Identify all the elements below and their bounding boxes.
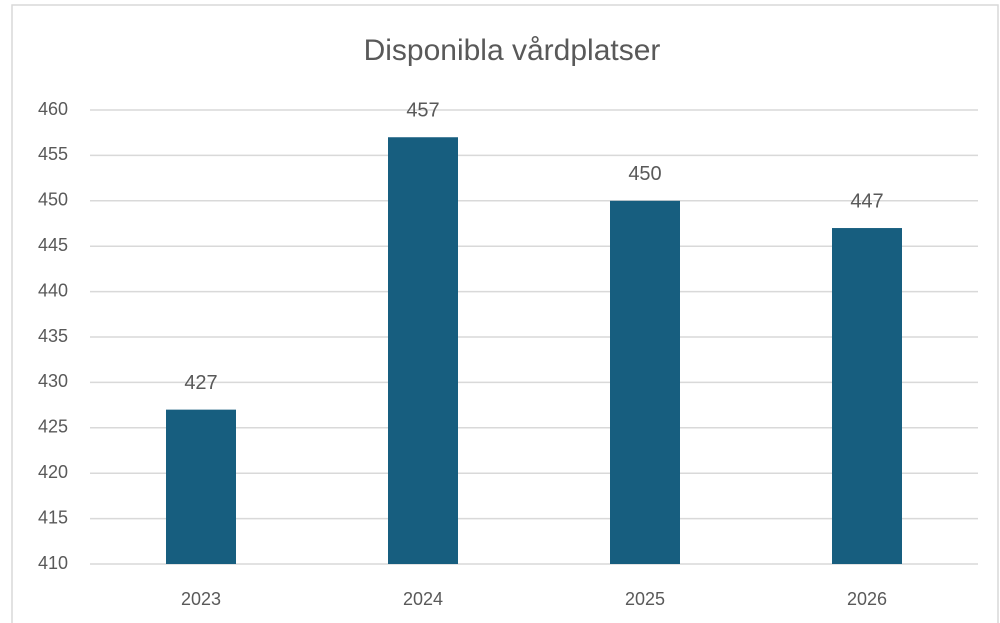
bar [832, 228, 902, 565]
y-tick-label: 410 [38, 553, 68, 573]
y-tick-label: 455 [38, 144, 68, 164]
data-label: 450 [628, 163, 661, 185]
y-tick-label: 425 [38, 417, 68, 437]
bar [166, 409, 236, 564]
data-label: 447 [850, 190, 883, 212]
x-tick-label: 2026 [847, 589, 887, 609]
y-tick-label: 415 [38, 507, 68, 527]
y-tick-label: 440 [38, 280, 68, 300]
y-tick-label: 445 [38, 235, 68, 255]
y-tick-label: 420 [38, 462, 68, 482]
data-label: 427 [184, 372, 217, 394]
y-tick-label: 450 [38, 190, 68, 210]
bar [388, 137, 458, 565]
x-tick-label: 2025 [625, 589, 665, 609]
y-tick-label: 460 [38, 99, 68, 119]
x-tick-label: 2024 [403, 589, 443, 609]
data-label: 457 [406, 100, 439, 122]
bar [610, 200, 680, 565]
y-tick-label: 435 [38, 326, 68, 346]
y-tick-label: 430 [38, 371, 68, 391]
x-tick-label: 2023 [181, 589, 221, 609]
chart-title: Disponibla vårdplatser [364, 34, 661, 67]
